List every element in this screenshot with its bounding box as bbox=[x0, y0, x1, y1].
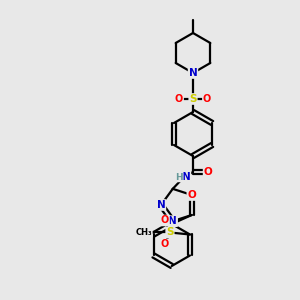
Text: O: O bbox=[161, 215, 169, 226]
Text: O: O bbox=[188, 190, 196, 200]
Text: N: N bbox=[189, 68, 197, 78]
Text: S: S bbox=[166, 227, 174, 238]
Text: H: H bbox=[175, 172, 183, 182]
Text: O: O bbox=[175, 94, 183, 104]
Text: CH₃: CH₃ bbox=[136, 228, 152, 237]
Text: N: N bbox=[182, 172, 190, 182]
Text: O: O bbox=[161, 239, 169, 250]
Text: O: O bbox=[203, 94, 211, 104]
Text: N: N bbox=[168, 216, 177, 226]
Text: N: N bbox=[157, 200, 165, 210]
Text: O: O bbox=[204, 167, 212, 177]
Text: S: S bbox=[189, 94, 197, 104]
